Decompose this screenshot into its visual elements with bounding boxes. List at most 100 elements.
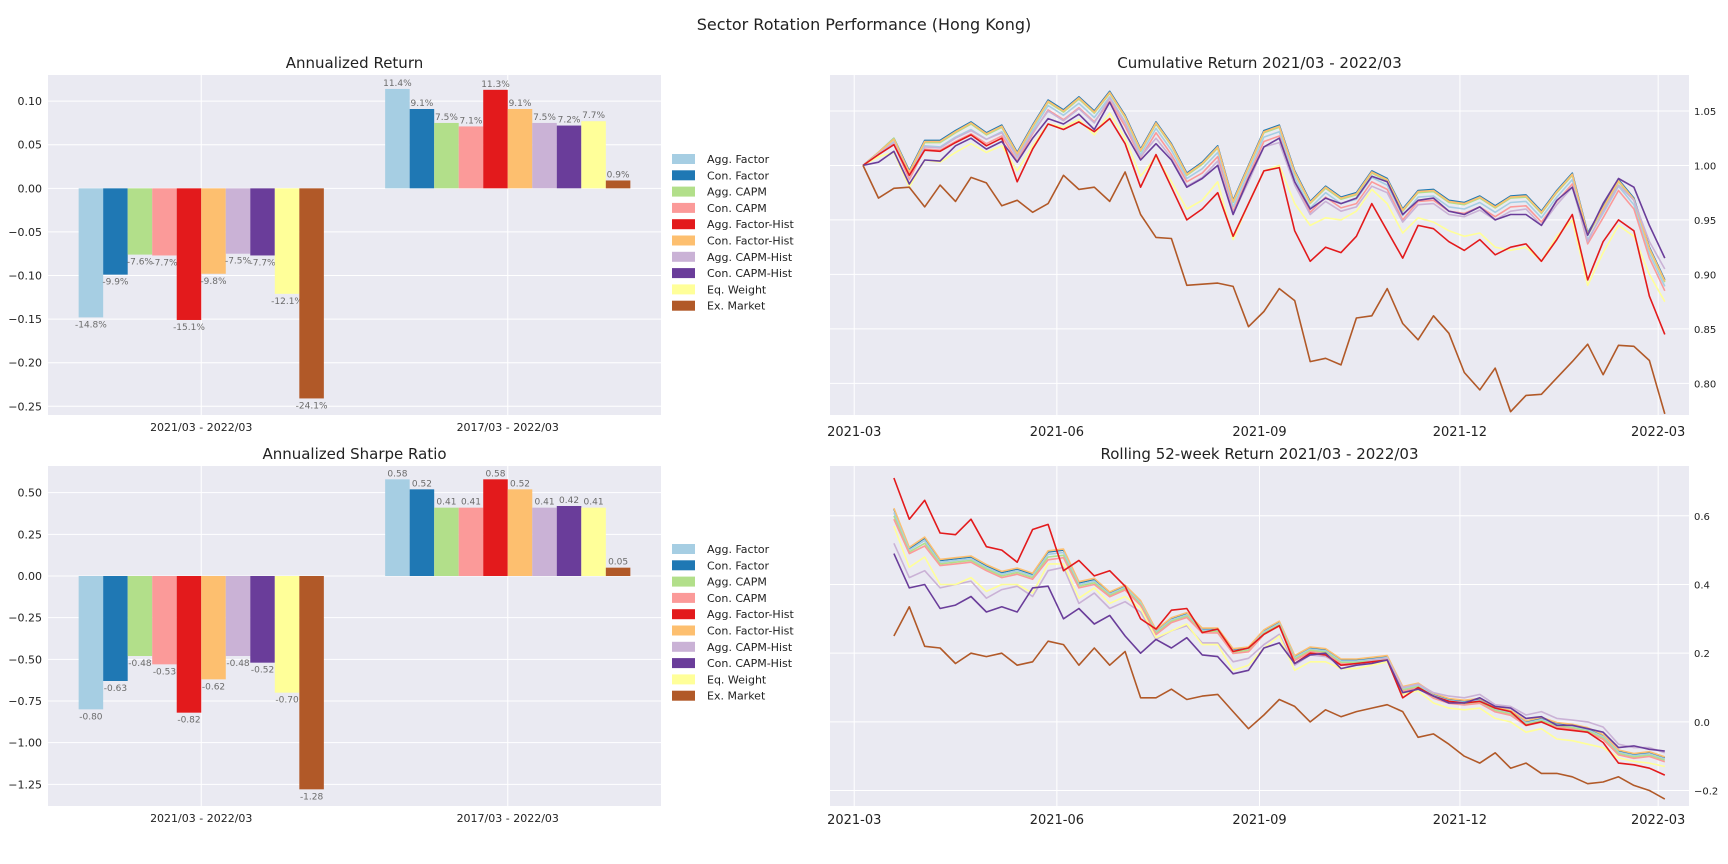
x-tick-label: 2021-03 — [827, 425, 881, 440]
y-tick-label: −0.50 — [8, 653, 42, 666]
data-label: -0.62 — [202, 682, 225, 692]
legend-swatch-agg-factor-hist — [672, 219, 695, 230]
bar-eq-weight — [581, 121, 606, 189]
x-tick-label: 2021-12 — [1433, 813, 1487, 828]
data-label: 0.9% — [607, 170, 630, 180]
x-tick-label: 2021-06 — [1030, 425, 1084, 440]
y-tick-label: −0.2 — [1694, 787, 1718, 798]
data-label: -0.80 — [79, 712, 103, 722]
y-tick-label: −0.20 — [8, 357, 42, 370]
x-tick-label: 2021-09 — [1232, 813, 1286, 828]
data-label: 7.5% — [533, 113, 556, 123]
bar-con-factor-hist — [507, 109, 533, 189]
legend: Agg. Factor Con. Factor Agg. CAPM Con. CAPM… — [672, 153, 794, 313]
line-agg-factor-hist — [893, 477, 1666, 776]
x-tick-label: 2021-09 — [1232, 425, 1286, 440]
bar-agg-factor — [385, 479, 410, 576]
data-label: 0.58 — [387, 469, 407, 479]
legend-swatch-agg-factor — [672, 544, 695, 554]
legend-swatch-agg-capm — [672, 576, 695, 587]
bar-con-capm — [152, 188, 177, 256]
bar-agg-capm-hist — [532, 122, 557, 189]
data-label: 11.4% — [383, 79, 412, 89]
line-agg-capm — [893, 515, 1666, 762]
data-label: -7.5% — [225, 257, 252, 267]
y-tick-label: 0.00 — [18, 570, 43, 583]
line-con-capm-hist — [862, 101, 1666, 259]
y-tick-label: −0.25 — [8, 612, 42, 625]
chart-rolling-52-week-return: Rolling 52-week Return 2021/03 - 2022/03… — [827, 445, 1718, 828]
bar-con-capm-hist — [556, 125, 582, 189]
legend-swatch-con-factor — [672, 560, 695, 571]
y-tick-label: −1.25 — [8, 778, 42, 791]
chart-annualized-sharpe-ratio: Annualized Sharpe Ratio 0.50 0.25 0.00 −0.25… — [8, 445, 794, 825]
legend-swatch-con-factor-hist — [672, 625, 695, 636]
data-label: 9.1% — [509, 99, 532, 109]
legend-label-agg-factor-hist: Agg. Factor-Hist — [707, 608, 794, 621]
legend-swatch-con-capm-hist — [672, 658, 695, 669]
bar-con-factor — [409, 489, 435, 576]
bar-ex-market — [299, 188, 324, 399]
bar-con-capm-hist — [556, 506, 582, 576]
line-con-factor-hist — [893, 507, 1666, 758]
data-label: 7.5% — [435, 113, 458, 123]
x-tick-label: 2017/03 - 2022/03 — [457, 421, 559, 434]
x-tick-label: 2021/03 - 2022/03 — [150, 812, 252, 825]
data-label: 0.58 — [485, 469, 505, 479]
line-con-factor-hist — [862, 91, 1666, 282]
bar-con-capm — [458, 126, 484, 189]
legend-label-agg-factor: Agg. Factor — [707, 543, 770, 556]
data-label: 11.3% — [481, 80, 510, 90]
data-label: -0.53 — [153, 667, 176, 677]
legend-swatch-agg-capm-hist — [672, 251, 695, 262]
data-label: 0.41 — [535, 498, 555, 508]
y-tick-label: −0.10 — [8, 270, 42, 283]
bar-con-factor-hist — [201, 576, 226, 680]
chart-annualized-return: Annualized Return 0.10 0.05 0.00 −0.05 −0.10 −… — [8, 54, 794, 434]
legend-swatch-con-capm — [672, 592, 695, 603]
legend-swatch-con-capm — [672, 202, 695, 213]
chart-title: Annualized Sharpe Ratio — [262, 445, 446, 463]
bar-con-factor-hist — [201, 188, 226, 274]
data-label: -7.7% — [249, 258, 276, 268]
bar-con-factor-hist — [507, 489, 533, 576]
legend-swatch-con-capm-hist — [672, 268, 695, 279]
legend-label-agg-factor: Agg. Factor — [707, 153, 770, 166]
legend-swatch-con-factor-hist — [672, 235, 695, 246]
y-tick-label: 0.2 — [1694, 649, 1710, 660]
x-tick-label: 2017/03 - 2022/03 — [457, 812, 559, 825]
line-con-capm — [862, 100, 1666, 292]
data-label: 0.52 — [412, 479, 432, 489]
bar-eq-weight — [581, 507, 606, 576]
bar-agg-factor-hist — [176, 576, 202, 713]
data-label: -14.8% — [75, 320, 107, 330]
chart-title: Annualized Return — [286, 54, 423, 72]
chart-title: Rolling 52-week Return 2021/03 - 2022/03 — [1100, 445, 1418, 463]
y-tick-label: 0.80 — [1694, 379, 1716, 390]
bar-agg-capm-hist — [532, 507, 557, 576]
bar-agg-factor — [78, 188, 104, 318]
y-tick-label: 0.00 — [18, 182, 43, 195]
y-tick-label: 0.95 — [1694, 216, 1716, 227]
y-tick-label: −1.00 — [8, 737, 42, 750]
data-label: 0.42 — [559, 496, 579, 506]
legend-swatch-agg-factor — [672, 154, 695, 164]
legend-label-eq-weight: Eq. Weight — [707, 673, 767, 686]
line-eq-weight — [893, 525, 1665, 768]
legend-swatch-eq-weight — [672, 674, 695, 685]
x-tick-label: 2022-03 — [1631, 813, 1685, 828]
legend: Agg. Factor Con. Factor Agg. CAPM Con. CAPM… — [672, 543, 794, 703]
bar-con-capm — [458, 507, 484, 576]
bar-agg-capm — [127, 576, 153, 656]
bar-agg-factor-hist — [483, 89, 508, 189]
legend-label-con-factor: Con. Factor — [707, 559, 770, 572]
legend-label-con-capm-hist: Con. CAPM-Hist — [707, 657, 793, 670]
data-label: 7.1% — [460, 116, 483, 126]
legend-label-con-capm: Con. CAPM — [707, 592, 767, 605]
x-tick-label: 2021-03 — [827, 813, 881, 828]
data-label: -0.52 — [251, 666, 274, 676]
data-label: -0.48 — [226, 659, 250, 669]
x-tick-label: 2021-06 — [1030, 813, 1084, 828]
bar-agg-capm — [434, 122, 459, 189]
bar-ex-market — [299, 576, 324, 790]
